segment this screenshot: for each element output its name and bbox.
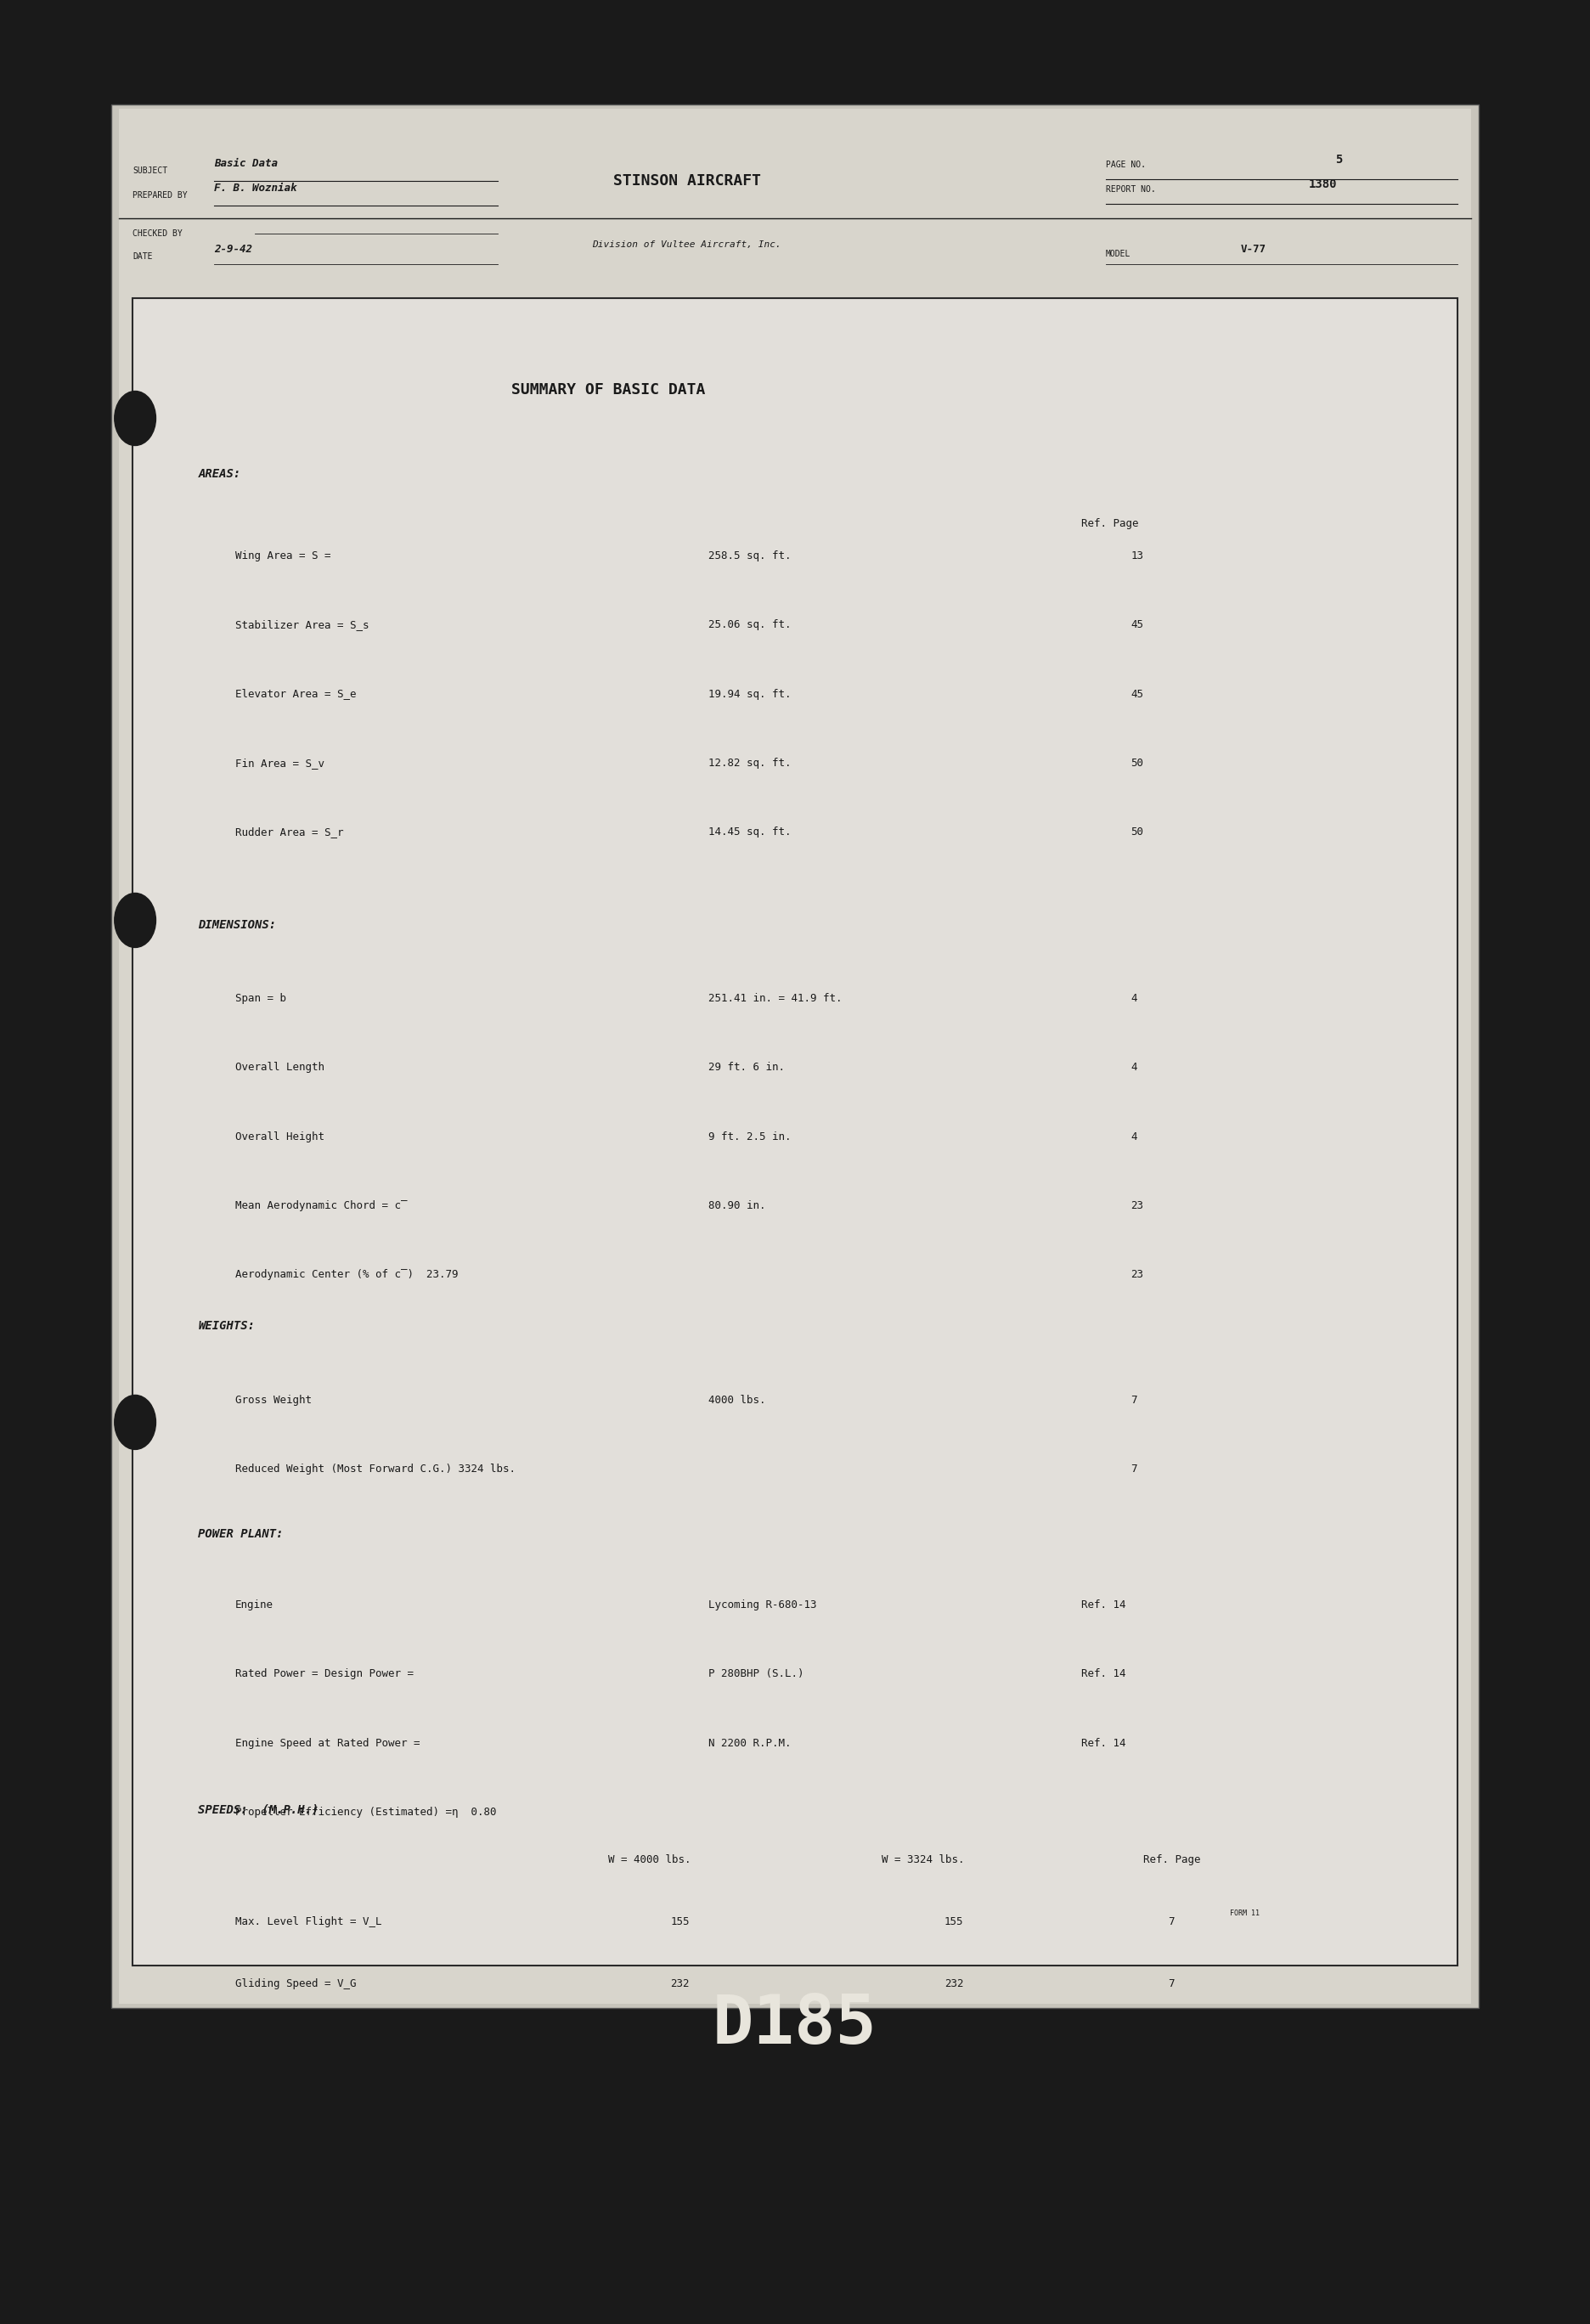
Text: 13: 13 <box>1130 551 1143 562</box>
Text: 155: 155 <box>944 1917 964 1927</box>
Text: N 2200 R.P.M.: N 2200 R.P.M. <box>708 1738 790 1748</box>
Text: 232: 232 <box>944 1978 964 1989</box>
Text: SUBJECT: SUBJECT <box>134 167 167 174</box>
Text: PAGE NO.: PAGE NO. <box>1107 160 1146 170</box>
Text: 14.45 sq. ft.: 14.45 sq. ft. <box>708 825 790 837</box>
Text: DIMENSIONS:: DIMENSIONS: <box>199 918 277 930</box>
Text: 7: 7 <box>1169 1917 1175 1927</box>
Text: Max. Level Flight = V_L: Max. Level Flight = V_L <box>235 1917 382 1927</box>
Text: MODEL: MODEL <box>1107 251 1130 258</box>
Text: W = 4000 lbs.: W = 4000 lbs. <box>609 1855 692 1864</box>
Text: 2-9-42: 2-9-42 <box>215 244 253 256</box>
Text: 5: 5 <box>1336 153 1342 165</box>
Text: 1380: 1380 <box>1309 179 1337 191</box>
Text: Gliding Speed = V_G: Gliding Speed = V_G <box>235 1978 356 1989</box>
Text: Propeller Efficiency (Estimated) =η  0.80: Propeller Efficiency (Estimated) =η 0.80 <box>235 1806 496 1817</box>
Text: 258.5 sq. ft.: 258.5 sq. ft. <box>708 551 790 562</box>
Text: 9 ft. 2.5 in.: 9 ft. 2.5 in. <box>708 1132 790 1141</box>
Text: 110: 110 <box>944 2229 964 2238</box>
Text: CHECKED BY: CHECKED BY <box>134 230 183 237</box>
Text: PREPARED BY: PREPARED BY <box>134 191 188 200</box>
Text: Ref. 14: Ref. 14 <box>1081 1669 1126 1680</box>
Text: Ref. 14: Ref. 14 <box>1081 1738 1126 1748</box>
Text: Stabilizer Area = S_s: Stabilizer Area = S_s <box>235 621 369 630</box>
Text: 251.41 in. = 41.9 ft.: 251.41 in. = 41.9 ft. <box>708 992 841 1004</box>
Text: Reduced Weight (Most Forward C.G.) 3324 lbs.: Reduced Weight (Most Forward C.G.) 3324 … <box>235 1464 515 1476</box>
Text: Ref. 14: Ref. 14 <box>1081 1599 1126 1611</box>
Circle shape <box>114 390 156 446</box>
Text: Design Flap Speed = V_F: Design Flap Speed = V_F <box>235 2229 382 2238</box>
Text: WEIGHTS:: WEIGHTS: <box>199 1320 254 1332</box>
Text: 29 ft. 6 in.: 29 ft. 6 in. <box>708 1062 784 1074</box>
Text: 7: 7 <box>1130 1464 1137 1476</box>
Text: P 280BHP (S.L.): P 280BHP (S.L.) <box>708 1669 803 1680</box>
Circle shape <box>114 1394 156 1450</box>
Text: Flaps Retracted = V_S: Flaps Retracted = V_S <box>235 2103 382 2115</box>
Text: 4000 lbs.: 4000 lbs. <box>708 1394 765 1406</box>
Text: Engine: Engine <box>235 1599 273 1611</box>
Text: DATE: DATE <box>134 251 153 260</box>
Text: Basic Data: Basic Data <box>215 158 278 170</box>
Text: 23: 23 <box>1130 1269 1143 1281</box>
Text: 8: 8 <box>1169 2103 1175 2115</box>
Text: D185: D185 <box>712 1992 878 2059</box>
Text: 120: 120 <box>671 2229 690 2238</box>
Text: F. B. Wozniak: F. B. Wozniak <box>215 184 297 193</box>
Bar <box>134 297 1456 1966</box>
Text: 7: 7 <box>1130 1394 1137 1406</box>
Text: Fin Area = S_v: Fin Area = S_v <box>235 758 324 769</box>
Text: Mean Aerodynamic Chord = c̅: Mean Aerodynamic Chord = c̅ <box>235 1199 407 1211</box>
Text: SPEEDS:  (M.P.H.): SPEEDS: (M.P.H.) <box>199 1803 320 1815</box>
Text: 23: 23 <box>1130 1199 1143 1211</box>
Text: Flaps Extended = V_sf: Flaps Extended = V_sf <box>235 2166 382 2175</box>
Text: Division of Vultee Aircraft, Inc.: Division of Vultee Aircraft, Inc. <box>593 239 781 249</box>
Text: 4: 4 <box>1130 1062 1137 1074</box>
Text: AREAS:: AREAS: <box>199 467 240 479</box>
Text: 54.7: 54.7 <box>944 2166 970 2175</box>
Text: Wing Area = S =: Wing Area = S = <box>235 551 331 562</box>
Text: Overall Length: Overall Length <box>235 1062 324 1074</box>
Text: Rudder Area = S_r: Rudder Area = S_r <box>235 825 343 837</box>
Text: 45: 45 <box>1130 688 1143 700</box>
Text: SUMMARY OF BASIC DATA: SUMMARY OF BASIC DATA <box>512 383 706 397</box>
Circle shape <box>114 892 156 948</box>
Text: W = 3324 lbs.: W = 3324 lbs. <box>882 1855 965 1864</box>
Text: 19.94 sq. ft.: 19.94 sq. ft. <box>708 688 790 700</box>
Text: Aerodynamic Center (% of c̅)  23.79: Aerodynamic Center (% of c̅) 23.79 <box>235 1269 458 1281</box>
Text: 7: 7 <box>1169 1978 1175 1989</box>
Text: 25.06 sq. ft.: 25.06 sq. ft. <box>708 621 790 630</box>
Text: Rated Power = Design Power =: Rated Power = Design Power = <box>235 1669 413 1680</box>
Text: STINSON AIRCRAFT: STINSON AIRCRAFT <box>614 172 760 188</box>
Text: Stalling Speed:: Stalling Speed: <box>235 2040 331 2052</box>
Text: 232: 232 <box>671 1978 690 1989</box>
Text: 12.82 sq. ft.: 12.82 sq. ft. <box>708 758 790 769</box>
Text: 8: 8 <box>1169 2229 1175 2238</box>
Text: Engine Speed at Rated Power =: Engine Speed at Rated Power = <box>235 1738 420 1748</box>
Text: 50: 50 <box>1130 758 1143 769</box>
Text: 63: 63 <box>671 2103 684 2115</box>
Text: Gross Weight: Gross Weight <box>235 1394 312 1406</box>
Text: Design Maneuvering: Design Maneuvering <box>235 2289 350 2301</box>
Text: 80.90 in.: 80.90 in. <box>708 1199 765 1211</box>
Text: Span = b: Span = b <box>235 992 286 1004</box>
Text: 60: 60 <box>671 2166 684 2175</box>
Text: REPORT NO.: REPORT NO. <box>1107 186 1156 193</box>
Text: 57.5: 57.5 <box>944 2103 970 2115</box>
Text: 50: 50 <box>1130 825 1143 837</box>
Bar <box>111 105 1479 2008</box>
Text: Lycoming R-680-13: Lycoming R-680-13 <box>708 1599 816 1611</box>
Text: POWER PLANT:: POWER PLANT: <box>199 1529 283 1541</box>
Text: 155: 155 <box>671 1917 690 1927</box>
Text: 45: 45 <box>1130 621 1143 630</box>
Text: V-77: V-77 <box>1240 244 1267 256</box>
Text: FORM 11: FORM 11 <box>1231 1910 1259 1917</box>
Bar <box>119 109 1471 2003</box>
Text: Elevator Area = S_e: Elevator Area = S_e <box>235 688 356 700</box>
Text: Ref. Page: Ref. Page <box>1143 1855 1200 1864</box>
Text: Ref. Page: Ref. Page <box>1081 518 1138 530</box>
Text: 4: 4 <box>1130 1132 1137 1141</box>
Text: Overall Height: Overall Height <box>235 1132 324 1141</box>
Text: 4: 4 <box>1130 992 1137 1004</box>
Text: 8: 8 <box>1169 2166 1175 2175</box>
